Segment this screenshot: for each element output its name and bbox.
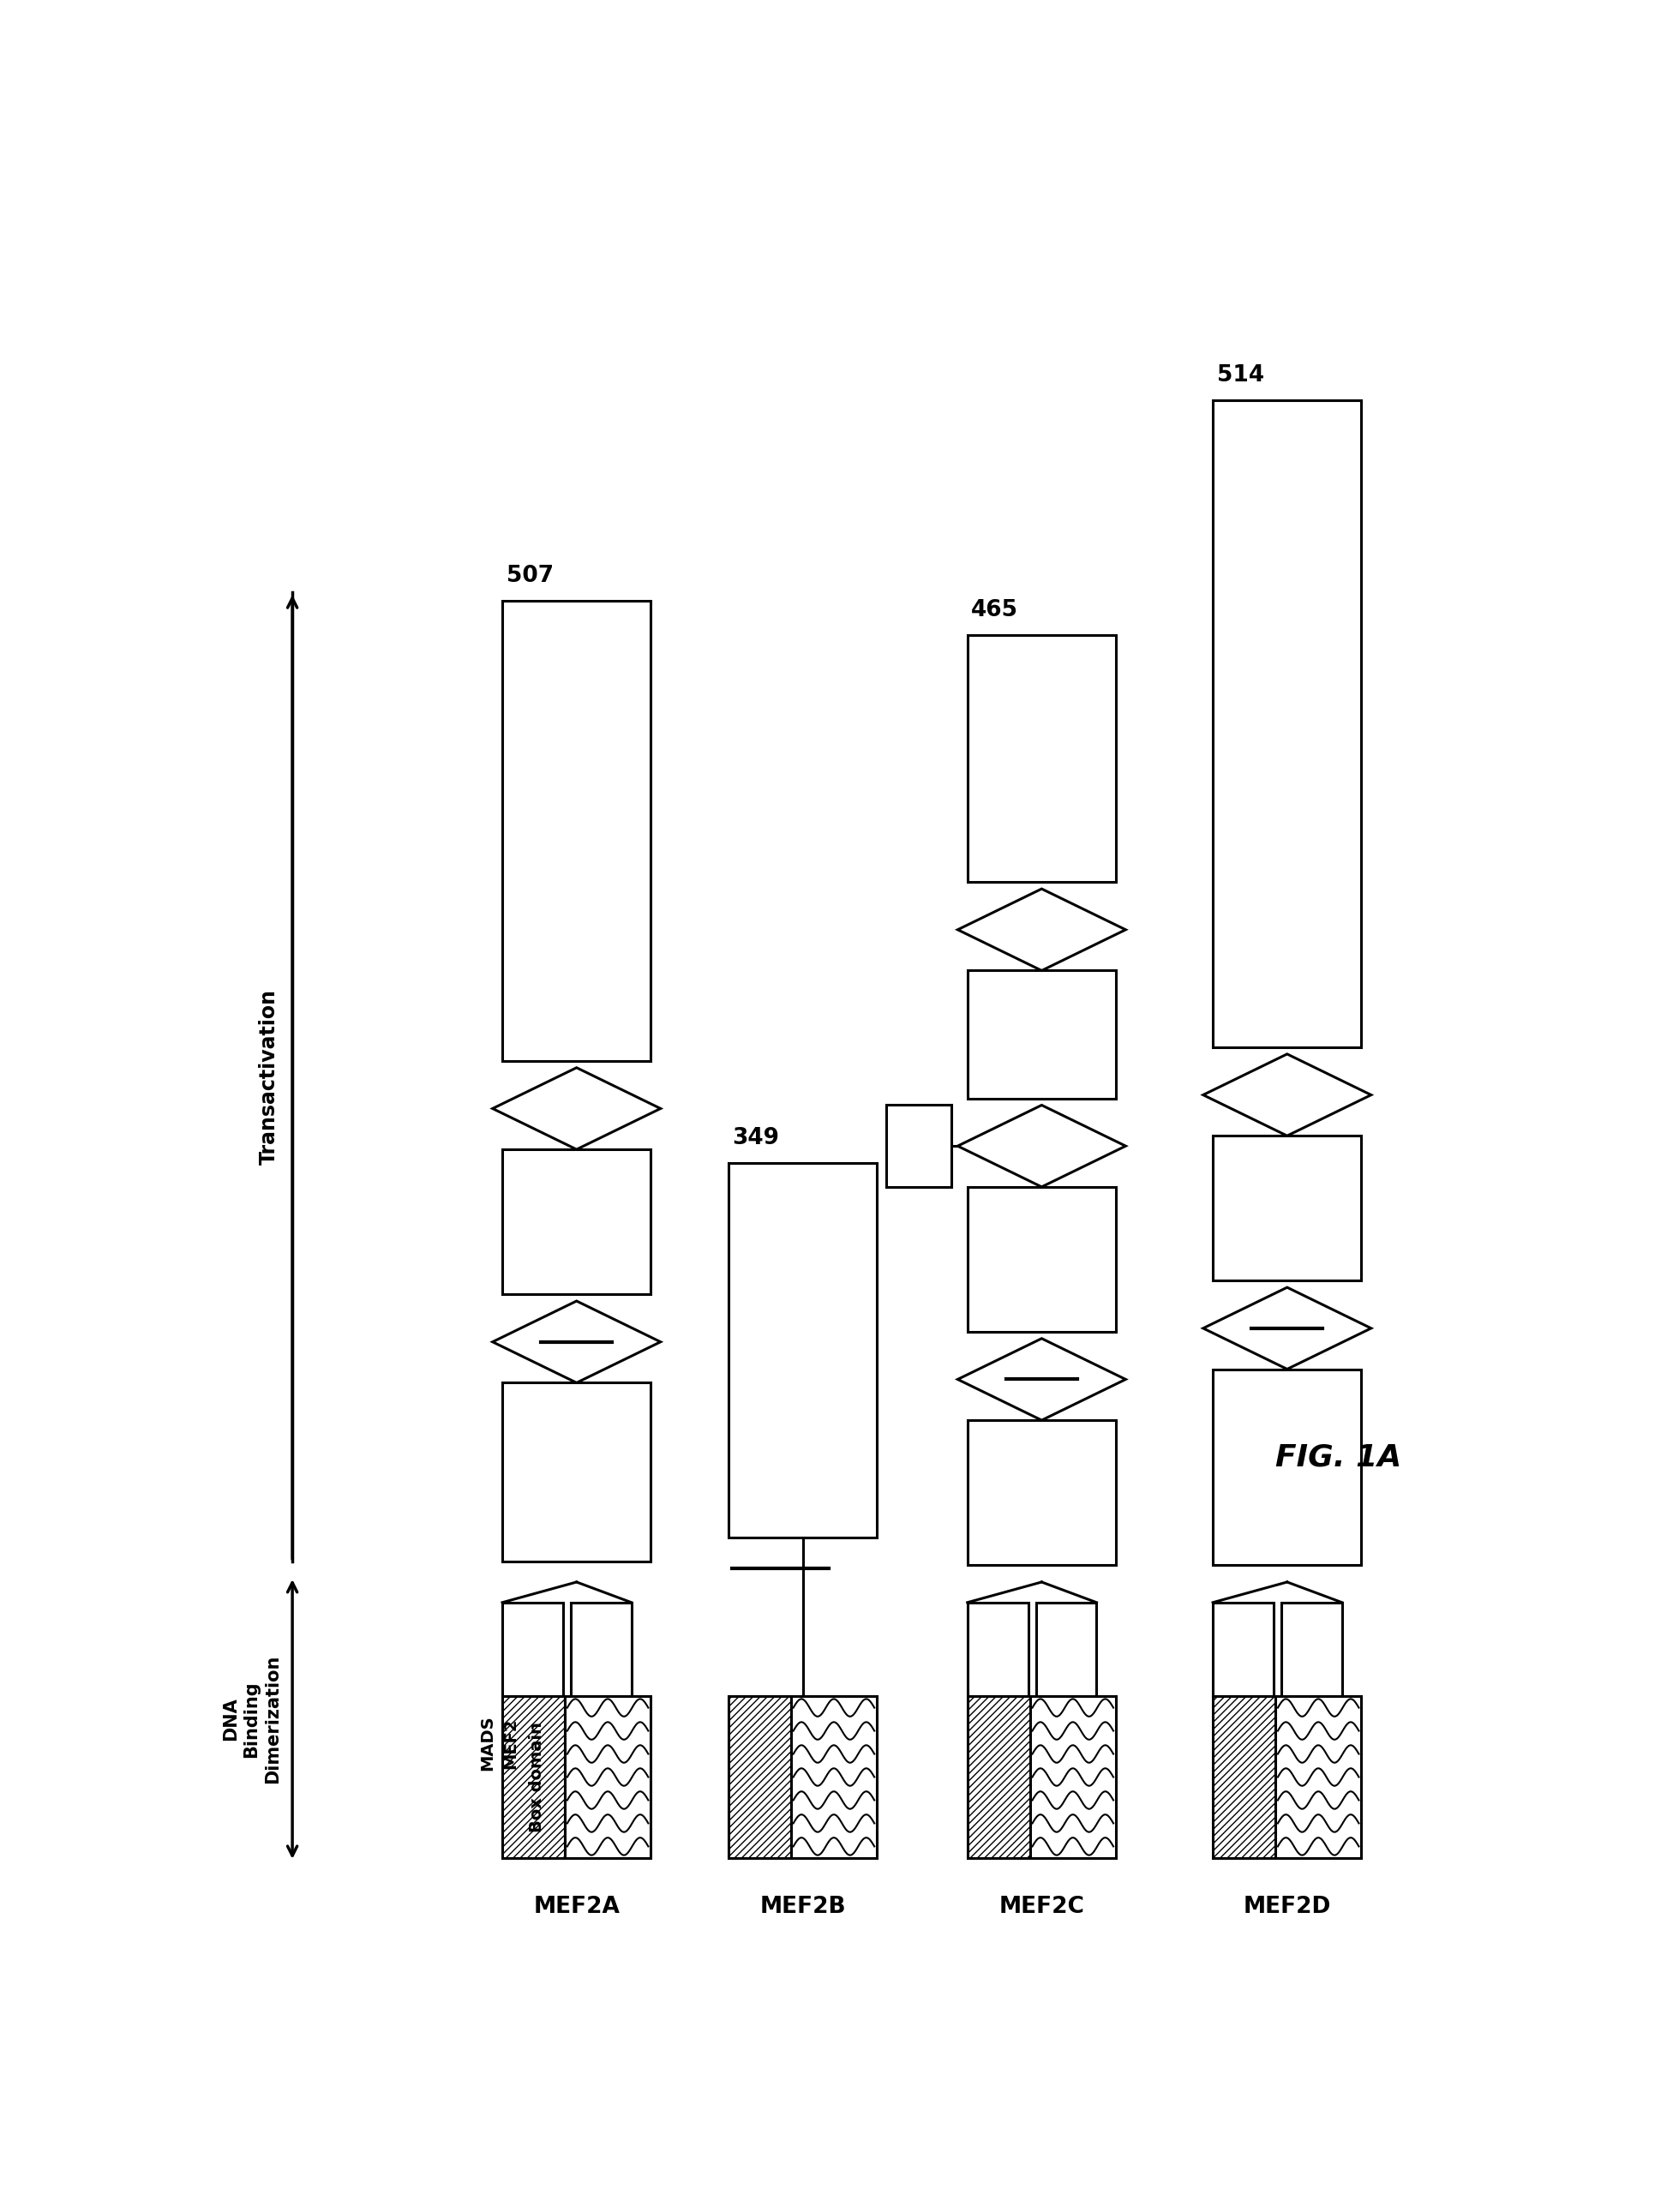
Bar bbox=[565, 1697, 650, 1858]
Bar bbox=[502, 602, 650, 1062]
Bar bbox=[887, 1106, 952, 1188]
Text: DNA: DNA bbox=[222, 1697, 238, 1741]
Polygon shape bbox=[1204, 1287, 1370, 1369]
Bar bbox=[728, 1164, 877, 1537]
Bar bbox=[570, 1601, 632, 1697]
Bar bbox=[1214, 400, 1362, 1046]
Bar bbox=[967, 1188, 1115, 1332]
Bar bbox=[728, 1697, 790, 1858]
Polygon shape bbox=[957, 1106, 1125, 1188]
Text: MEF2B: MEF2B bbox=[760, 1896, 845, 1918]
Text: MADS: MADS bbox=[480, 1714, 495, 1770]
Bar bbox=[967, 971, 1115, 1099]
Text: 514: 514 bbox=[1217, 365, 1264, 387]
Polygon shape bbox=[1204, 1055, 1370, 1135]
Text: MEF2D: MEF2D bbox=[1244, 1896, 1330, 1918]
Bar bbox=[1282, 1601, 1342, 1697]
Bar bbox=[502, 1697, 565, 1858]
Bar bbox=[502, 1382, 650, 1562]
Polygon shape bbox=[492, 1068, 660, 1150]
Text: 465: 465 bbox=[972, 599, 1019, 622]
Text: 507: 507 bbox=[507, 564, 553, 588]
Text: MEF2A: MEF2A bbox=[533, 1896, 620, 1918]
Bar bbox=[967, 1420, 1115, 1566]
Text: Transactivation: Transactivation bbox=[258, 989, 280, 1166]
Bar bbox=[790, 1697, 877, 1858]
Bar bbox=[1275, 1697, 1362, 1858]
Polygon shape bbox=[957, 889, 1125, 971]
Text: Dimerization: Dimerization bbox=[265, 1655, 282, 1783]
Bar bbox=[502, 1150, 650, 1294]
Bar bbox=[967, 1601, 1029, 1697]
Text: MEF2: MEF2 bbox=[503, 1717, 518, 1770]
Bar bbox=[502, 1601, 563, 1697]
Bar bbox=[967, 635, 1115, 883]
Bar bbox=[1214, 1369, 1362, 1566]
Text: 349: 349 bbox=[732, 1128, 780, 1150]
Bar bbox=[1214, 1135, 1362, 1281]
Text: Binding: Binding bbox=[242, 1681, 260, 1759]
Bar bbox=[1214, 1601, 1274, 1697]
Text: Box domain: Box domain bbox=[528, 1721, 545, 1832]
Bar bbox=[1214, 1697, 1275, 1858]
Bar bbox=[967, 1697, 1030, 1858]
Bar bbox=[1030, 1697, 1115, 1858]
Polygon shape bbox=[492, 1301, 660, 1382]
Bar bbox=[1035, 1601, 1097, 1697]
Polygon shape bbox=[957, 1338, 1125, 1420]
Text: MEF2C: MEF2C bbox=[999, 1896, 1085, 1918]
Text: FIG. 1A: FIG. 1A bbox=[1275, 1442, 1402, 1473]
